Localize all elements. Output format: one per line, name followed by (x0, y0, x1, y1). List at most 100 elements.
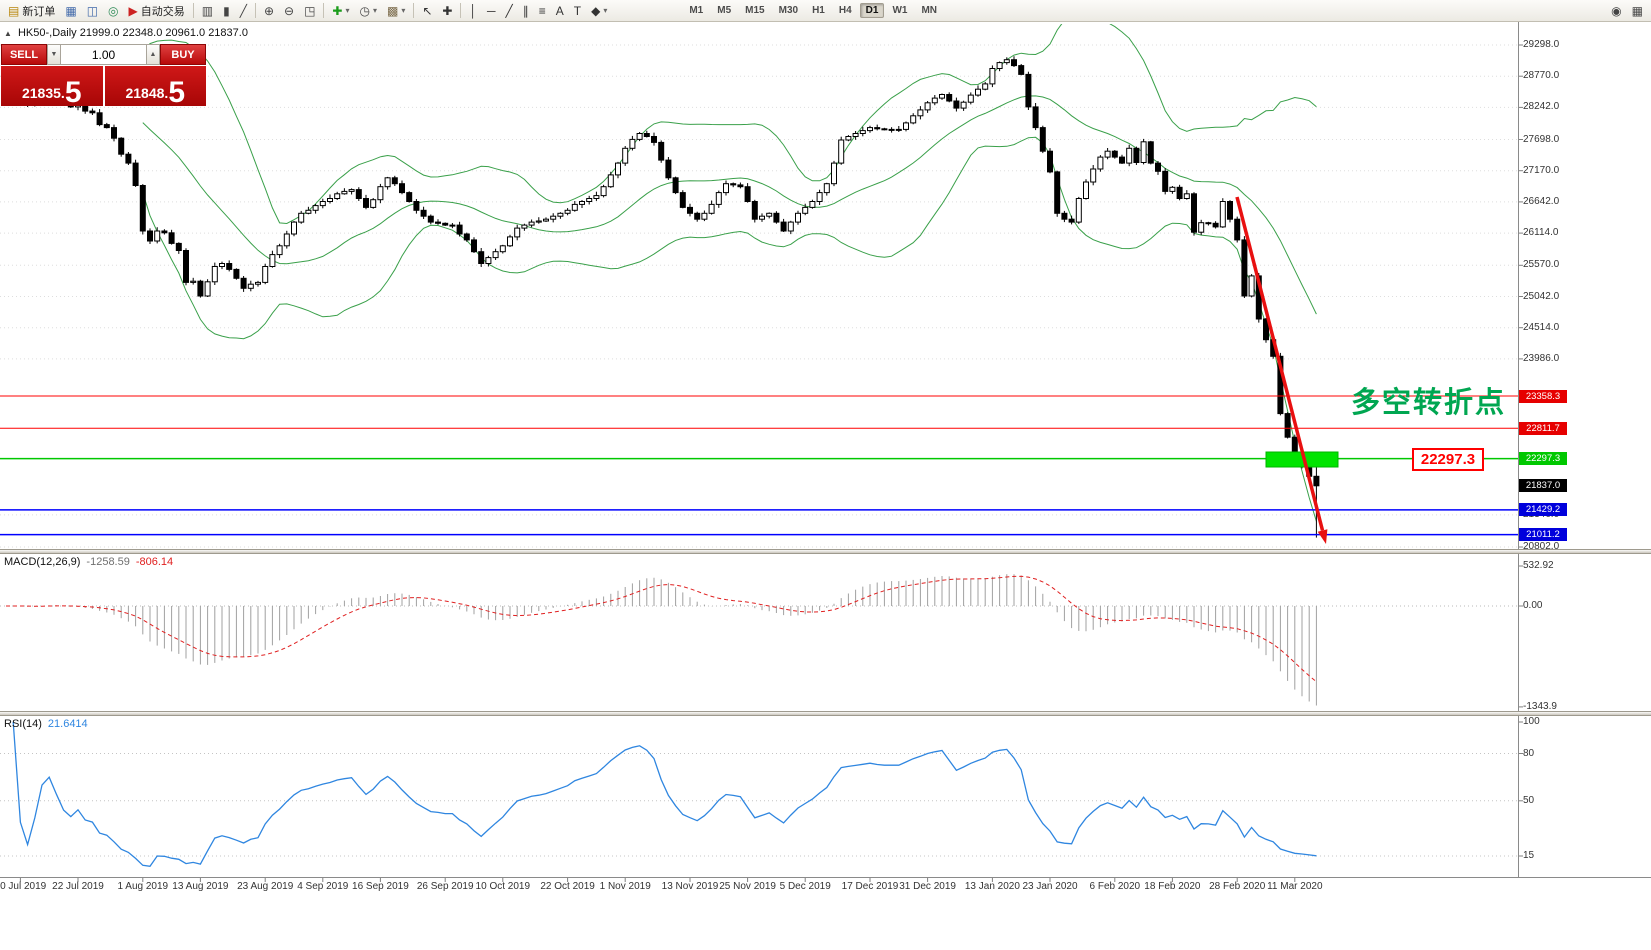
periods-button[interactable]: ◷ ▾ (354, 2, 382, 20)
date-axis-label: 13 Aug 2019 (172, 881, 229, 892)
candlestick-chart-button[interactable]: ▮ (218, 2, 235, 20)
price-axis-border (1518, 22, 1519, 877)
line-chart-button[interactable]: ╱ (235, 2, 252, 20)
shapes-icon: ◆ (591, 3, 601, 18)
bollinger-lower-band (142, 136, 1317, 522)
timeframe-mn[interactable]: MN (915, 3, 943, 18)
volume-input[interactable] (61, 44, 146, 65)
equidistant-channel-button[interactable]: ∥ (518, 2, 534, 20)
zoom-in-icon: ⊕ (263, 3, 274, 18)
bar-chart-button[interactable]: ▥ (197, 2, 218, 20)
timeframe-w1[interactable]: W1 (886, 3, 913, 18)
chart-title: ▲ HK50-,Daily 21999.0 22348.0 20961.0 21… (4, 27, 248, 39)
macd-histogram (12, 574, 1317, 706)
cursor-icon: ↖ (422, 3, 433, 18)
sell-button[interactable]: SELL (1, 44, 47, 65)
time-axis-border (0, 877, 1651, 878)
subwindow-arrow-icon: ▲ (4, 29, 12, 38)
autotrading-button[interactable]: ▶ 自动交易 (124, 2, 190, 20)
volume-increase-button[interactable]: ▲ (146, 44, 160, 65)
horizontal-line-button[interactable]: ─ (482, 2, 501, 20)
trendline-icon: ╱ (505, 3, 513, 18)
crosshair-button[interactable]: ✚ (437, 2, 457, 20)
date-axis-label: 16 Sep 2019 (352, 881, 409, 892)
date-axis-label: 28 Feb 2020 (1209, 881, 1266, 892)
price-axis-label: 25042.0 (1523, 290, 1560, 302)
rsi-scale-label: 50 (1523, 794, 1535, 806)
fibonacci-button[interactable]: ≡ (534, 2, 551, 20)
timeframe-m30[interactable]: M30 (773, 3, 804, 18)
mql5-community-button[interactable]: ◎ (103, 2, 123, 20)
macd-scale-label: 532.92 (1523, 560, 1554, 571)
date-axis-label: 17 Dec 2019 (841, 881, 899, 892)
profiles-icon: ◫ (86, 3, 99, 18)
timeframe-d1[interactable]: D1 (859, 3, 885, 18)
chart-symbol: HK50-,Daily (17, 27, 77, 39)
rsi-scale-label: 100 (1523, 716, 1540, 727)
text-icon: A (555, 3, 564, 18)
date-axis-label: 13 Jan 2020 (964, 881, 1020, 892)
price-badge: 21429.2 (1519, 503, 1567, 517)
quick-search-button[interactable]: ◉ (1606, 2, 1626, 20)
tile-windows-button[interactable]: ◳ (299, 2, 320, 20)
date-axis-label: 18 Feb 2020 (1144, 881, 1201, 892)
timeframe-m1[interactable]: M1 (683, 3, 709, 18)
price-axis-label: 28242.0 (1523, 101, 1560, 113)
line-chart-icon: ╱ (239, 3, 247, 18)
timeframe-m15[interactable]: M15 (739, 3, 770, 18)
price-axis-label: 26114.0 (1523, 227, 1559, 239)
label-icon: T (573, 3, 582, 18)
cursor-button[interactable]: ↖ (417, 2, 437, 20)
profiles-button[interactable]: ◫ (82, 2, 103, 20)
date-axis-label: 23 Jan 2020 (1022, 881, 1078, 892)
chart-window-button[interactable]: ▦ (60, 2, 81, 20)
new-order-button[interactable]: ▤ 新订单 (3, 2, 60, 20)
trendline-button[interactable]: ╱ (500, 2, 517, 20)
trade-panel-prices: 21835. 5 21848. 5 (1, 66, 206, 107)
buy-button[interactable]: BUY (160, 44, 206, 65)
sell-price[interactable]: 21835. 5 (1, 66, 103, 107)
timeframe-h1[interactable]: H1 (806, 3, 831, 18)
periods-icon: ◷ (359, 3, 370, 18)
volume-decrease-button[interactable]: ▼ (47, 44, 61, 65)
shapes-button[interactable]: ◆ ▾ (586, 2, 612, 20)
macd-indicator-label: MACD(12,26,9) -1258.59 -806.14 (4, 556, 174, 568)
zoom-in-button[interactable]: ⊕ (259, 2, 279, 20)
panel-splitter[interactable] (0, 711, 1651, 716)
autotrading-label: 自动交易 (140, 5, 185, 18)
timeframe-h4[interactable]: H4 (833, 3, 858, 18)
buy-price[interactable]: 21848. 5 (104, 66, 206, 107)
text-button[interactable]: A (551, 2, 569, 20)
indicators-button[interactable]: ✚ ▾ (327, 2, 354, 20)
chart-window-icon: ▦ (65, 3, 77, 18)
vertical-line-button[interactable]: │ (464, 2, 482, 20)
price-axis-label: 20802.0 (1523, 541, 1560, 552)
price-badge: 21837.0 (1519, 479, 1567, 493)
templates-button[interactable]: ▩ ▾ (382, 2, 410, 20)
toolbar: ▤ 新订单 ▦ ◫ ◎ ▶ 自动交易 ▥ ▮ ╱ ⊕ ⊖ ◳ ✚ ▾ ◷ ▾ ▩ ▾ ↖ ✚ │ ─ ╱ ∥ ≡ A T ◆ ▾ M1 M5 M… (0, 0, 1651, 22)
timeframe-m5[interactable]: M5 (711, 3, 737, 18)
trade-panel-controls: SELL ▼ ▲ BUY (1, 44, 206, 65)
trend-arrow[interactable] (1235, 196, 1328, 544)
zoom-out-button[interactable]: ⊖ (279, 2, 299, 20)
window-layout-button[interactable]: ▦ (1627, 2, 1648, 20)
panel-splitter[interactable] (0, 549, 1651, 554)
rsi-scale-label: 80 (1523, 747, 1535, 759)
toolbar-right-group: ◉ ▦ (1606, 2, 1648, 20)
chevron-down-icon: ▾ (345, 6, 350, 15)
globe-icon: ◎ (108, 3, 119, 18)
date-axis-label: 25 Nov 2019 (719, 881, 776, 892)
date-axis-label: 10 Jul 2019 (0, 881, 47, 892)
fibonacci-icon: ≡ (538, 3, 546, 18)
toolbar-separator (192, 3, 194, 18)
candlestick-icon: ▮ (223, 3, 230, 18)
date-axis-label: 1 Nov 2019 (599, 881, 651, 892)
text-label-button[interactable]: T (569, 2, 586, 20)
toolbar-separator (254, 3, 256, 18)
zoom-out-icon: ⊖ (284, 3, 295, 18)
macd-scale-label: -1343.9 (1523, 700, 1557, 712)
annotation-turning-point[interactable]: 多空转折点 (1351, 387, 1507, 419)
price-axis-label: 27170.0 (1523, 164, 1560, 176)
price-callout[interactable]: 22297.3 (1412, 448, 1484, 471)
